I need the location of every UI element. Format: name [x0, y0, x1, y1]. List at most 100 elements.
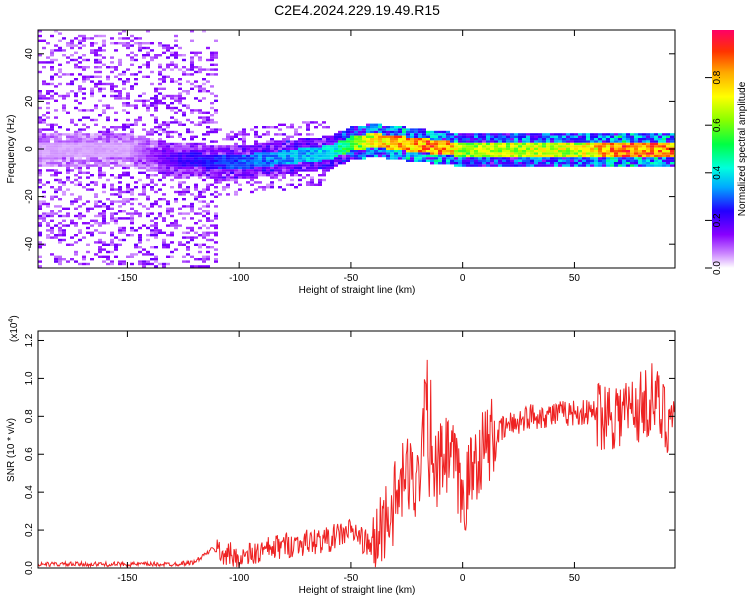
heatmap-cell: [154, 231, 158, 234]
heatmap-cell: [310, 133, 314, 136]
heatmap-cell: [526, 157, 530, 160]
heatmap-cell: [78, 118, 82, 122]
heatmap-cell: [134, 253, 138, 256]
heatmap-cell: [294, 133, 298, 136]
heatmap-cell: [182, 70, 186, 74]
heatmap-cell: [614, 157, 618, 160]
heatmap-cell: [394, 133, 398, 136]
heatmap-cell: [198, 169, 202, 172]
heatmap-cell: [106, 255, 110, 258]
heatmap-cell: [110, 186, 114, 189]
heatmap-x-label: Height of straight line (km): [299, 285, 416, 296]
heatmap-cell: [186, 231, 190, 234]
heatmap-cell: [198, 87, 202, 90]
heatmap-cell: [130, 229, 134, 232]
heatmap-cell: [414, 128, 418, 131]
heatmap-cell: [62, 152, 66, 155]
heatmap-cell: [322, 126, 326, 129]
heatmap-cell: [150, 246, 154, 249]
heatmap-cell: [86, 188, 90, 191]
heatmap-cell: [602, 138, 606, 141]
heatmap-cell: [74, 58, 78, 62]
heatmap-cell: [542, 159, 546, 162]
heatmap-cell: [634, 159, 638, 162]
heatmap-cell: [246, 181, 250, 184]
heatmap-cell: [210, 193, 214, 196]
heatmap-cell: [542, 142, 546, 146]
heatmap-cell: [142, 164, 146, 167]
heatmap-cell: [442, 135, 446, 138]
heatmap-cell: [98, 114, 102, 117]
heatmap-cell: [578, 138, 582, 141]
heatmap-cell: [134, 58, 138, 62]
heatmap-cell: [590, 154, 594, 158]
heatmap-cell: [486, 162, 490, 165]
heatmap-cell: [406, 138, 410, 141]
heatmap-cell: [566, 142, 570, 146]
heatmap-cell: [402, 152, 406, 155]
heatmap-cell: [90, 234, 94, 237]
heatmap-cell: [38, 205, 42, 208]
heatmap-cell: [250, 154, 254, 158]
heatmap-cell: [78, 231, 82, 234]
heatmap-cell: [654, 164, 658, 167]
heatmap-cell: [414, 150, 418, 153]
heatmap-cell: [390, 145, 394, 148]
heatmap-cell: [350, 133, 354, 136]
heatmap-cell: [50, 126, 54, 129]
heatmap-cell: [166, 162, 170, 165]
heatmap-cell: [138, 262, 142, 266]
heatmap-cell: [386, 135, 390, 138]
heatmap-cell: [174, 159, 178, 162]
heatmap-cell: [314, 159, 318, 162]
heatmap-cell: [106, 78, 110, 81]
heatmap-cell: [554, 145, 558, 148]
heatmap-cell: [358, 128, 362, 131]
heatmap-cell: [122, 142, 126, 146]
heatmap-cell: [186, 176, 190, 179]
heatmap-cell: [174, 106, 178, 110]
heatmap-cell: [126, 190, 130, 194]
heatmap-cell: [98, 150, 102, 153]
heatmap-cell: [590, 138, 594, 141]
heatmap-cell: [282, 147, 286, 150]
heatmap-cell: [302, 147, 306, 150]
heatmap-cell: [186, 205, 190, 208]
colorbar-tick-label: 0.8: [712, 70, 723, 84]
heatmap-cell: [182, 54, 186, 57]
heatmap-cell: [554, 147, 558, 150]
heatmap-cell: [654, 138, 658, 141]
heatmap-cell: [198, 166, 202, 170]
heatmap-cell: [38, 118, 42, 122]
heatmap-cell: [294, 147, 298, 150]
heatmap-cell: [338, 157, 342, 160]
heatmap-cell: [222, 188, 226, 191]
heatmap-cell: [174, 222, 178, 225]
heatmap-cell: [546, 157, 550, 160]
heatmap-cell: [430, 150, 434, 153]
heatmap-cell: [38, 130, 42, 134]
heatmap-cell: [138, 99, 142, 102]
heatmap-cell: [394, 130, 398, 134]
heatmap-cell: [626, 145, 630, 148]
heatmap-cell: [62, 54, 66, 57]
heatmap-cell: [582, 135, 586, 138]
heatmap-cell: [522, 159, 526, 162]
heatmap-cell: [158, 66, 162, 69]
heatmap-cell: [58, 229, 62, 232]
heatmap-cell: [646, 154, 650, 158]
heatmap-cell: [522, 162, 526, 165]
heatmap-cell: [318, 142, 322, 146]
heatmap-cell: [450, 145, 454, 148]
heatmap-cell: [70, 133, 74, 136]
heatmap-cell: [102, 255, 106, 258]
heatmap-cell: [122, 190, 126, 194]
heatmap-cell: [514, 162, 518, 165]
heatmap-cell: [630, 150, 634, 153]
heatmap-cell: [602, 164, 606, 167]
heatmap-cell: [542, 157, 546, 160]
heatmap-cell: [50, 142, 54, 146]
heatmap-cell: [310, 164, 314, 167]
heatmap-cell: [630, 145, 634, 148]
heatmap-cell: [126, 157, 130, 160]
